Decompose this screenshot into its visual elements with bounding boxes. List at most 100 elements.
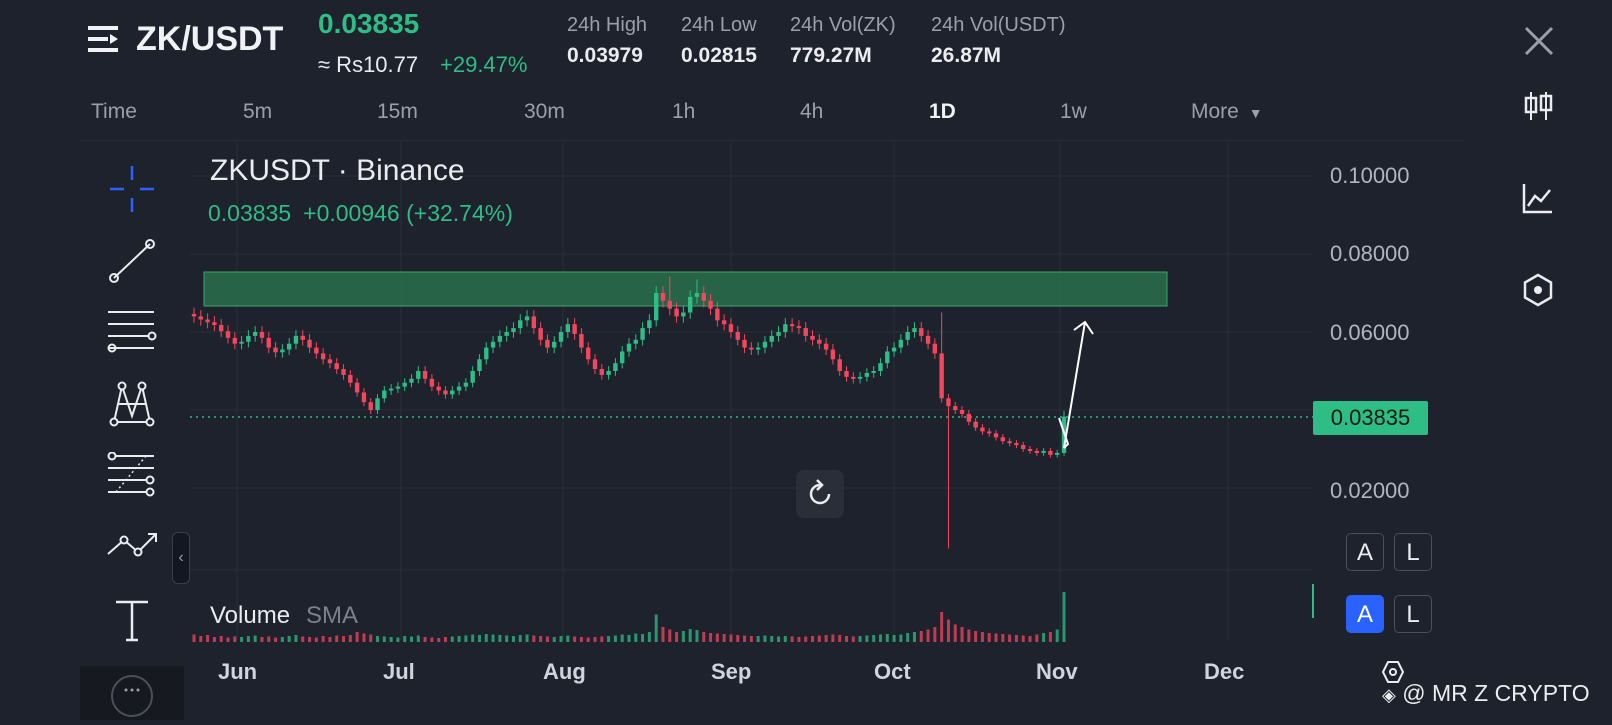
volume-bars [192,592,1066,642]
pattern-tool-icon[interactable] [104,380,160,430]
volume-bar [464,635,468,642]
volume-bar [749,636,753,642]
projection-arrow [1058,320,1094,449]
candle-body [395,386,401,389]
candle-body [586,347,591,360]
toolbar-collapse-tab[interactable]: ‹ [172,532,190,584]
volume-bar [1042,633,1046,642]
candle-body [599,369,605,375]
trading-pair[interactable]: ZK/USDT [136,20,284,58]
candle-body [946,398,951,407]
volume-bar [416,635,420,642]
close-icon[interactable] [1522,24,1556,58]
candle-body [919,328,924,336]
tab-1d[interactable]: 1D [929,100,956,123]
tab-1h[interactable]: 1h [672,100,696,123]
time-axis-label: Jun [218,659,258,684]
volume-log-scale-button[interactable]: L [1394,595,1432,633]
trendline-tool-icon[interactable] [104,236,160,286]
candle-body [966,413,972,422]
volume-bar [824,635,828,642]
candle-body [987,431,992,434]
candle-body [416,371,421,379]
candle-body [320,353,326,360]
volume-bar [783,636,787,642]
tab-5m[interactable]: 5m [243,100,273,123]
candle-body [198,316,203,320]
candle-body [980,427,985,432]
candle-body [348,374,353,383]
price-axis-label: 0.10000 [1330,163,1410,188]
volume-bar [715,633,719,642]
auto-scale-button[interactable]: A [1346,533,1384,571]
time-axis-label: Aug [543,659,586,684]
toolbar-more-box[interactable] [80,666,184,720]
volume-bar [987,633,991,642]
candle-body [511,328,516,332]
volume-bar [892,635,896,642]
candle-body [953,406,958,410]
volume-bar [940,612,944,642]
candle-body [252,332,258,336]
volume-bar [525,634,529,642]
volume-bar [974,631,978,642]
volume-bar [437,638,441,642]
candle-body [823,343,829,350]
candle-body [307,339,312,348]
log-scale-button[interactable]: L [1394,533,1432,571]
time-axis-label: Oct [874,659,911,684]
volume-bar [362,633,366,642]
volume-bar [314,637,318,642]
tab-30m[interactable]: 30m [524,100,565,123]
horizontal-lines-tool-icon[interactable] [104,308,160,358]
time-axis-label: Dec [1204,659,1245,684]
candle-body [259,332,265,338]
volume-bar [328,637,332,642]
volume-bar [1014,635,1018,642]
volume-auto-scale-button[interactable]: A [1346,595,1384,633]
volume-bar [1008,634,1012,642]
tab-4h[interactable]: 4h [800,100,824,123]
candlestick-type-icon[interactable] [1520,88,1556,124]
candle-body [755,347,761,350]
stat-label-24h-vol-usdt: 24h Vol(USDT) [931,14,1066,36]
candle-body [545,339,550,348]
crosshair-tool-icon[interactable] [104,164,160,214]
volume-bar [695,630,699,642]
path-tool-icon[interactable] [104,524,160,574]
volume-bar [675,632,679,642]
fib-tool-icon[interactable] [104,451,160,502]
tab-15m[interactable]: 15m [377,100,418,123]
volume-bar [410,636,413,642]
candle-body [837,359,842,371]
candle-body [334,363,339,370]
volume-bar [457,636,461,642]
tab-more[interactable]: More ▼ [1191,100,1263,124]
volume-bar [804,636,808,642]
volume-bar [586,637,590,642]
candle-body [477,359,482,371]
indicators-icon[interactable] [1520,180,1556,216]
candle-body [518,320,523,329]
candle-body [715,308,720,321]
watermark-label: @ MR Z CRYPTO [1402,680,1590,706]
volume-bar [627,635,631,642]
volume-bar [484,634,488,642]
candle-body [728,324,734,332]
tab-time[interactable]: Time [91,100,137,123]
candle-body [592,359,598,370]
settings-hex-icon[interactable] [1520,272,1556,308]
candle-body [749,347,754,350]
text-tool-icon[interactable] [104,596,160,646]
volume-bar [260,637,264,642]
time-axis-label: Nov [1036,659,1078,684]
volume-bar [790,636,794,642]
candle-body [783,324,788,332]
candle-body [354,382,360,393]
volume-bar [552,637,556,642]
candle-body [1034,450,1040,453]
reset-chart-button[interactable] [796,470,844,518]
tab-1w[interactable]: 1w [1060,100,1087,123]
menu-icon[interactable] [88,24,120,54]
